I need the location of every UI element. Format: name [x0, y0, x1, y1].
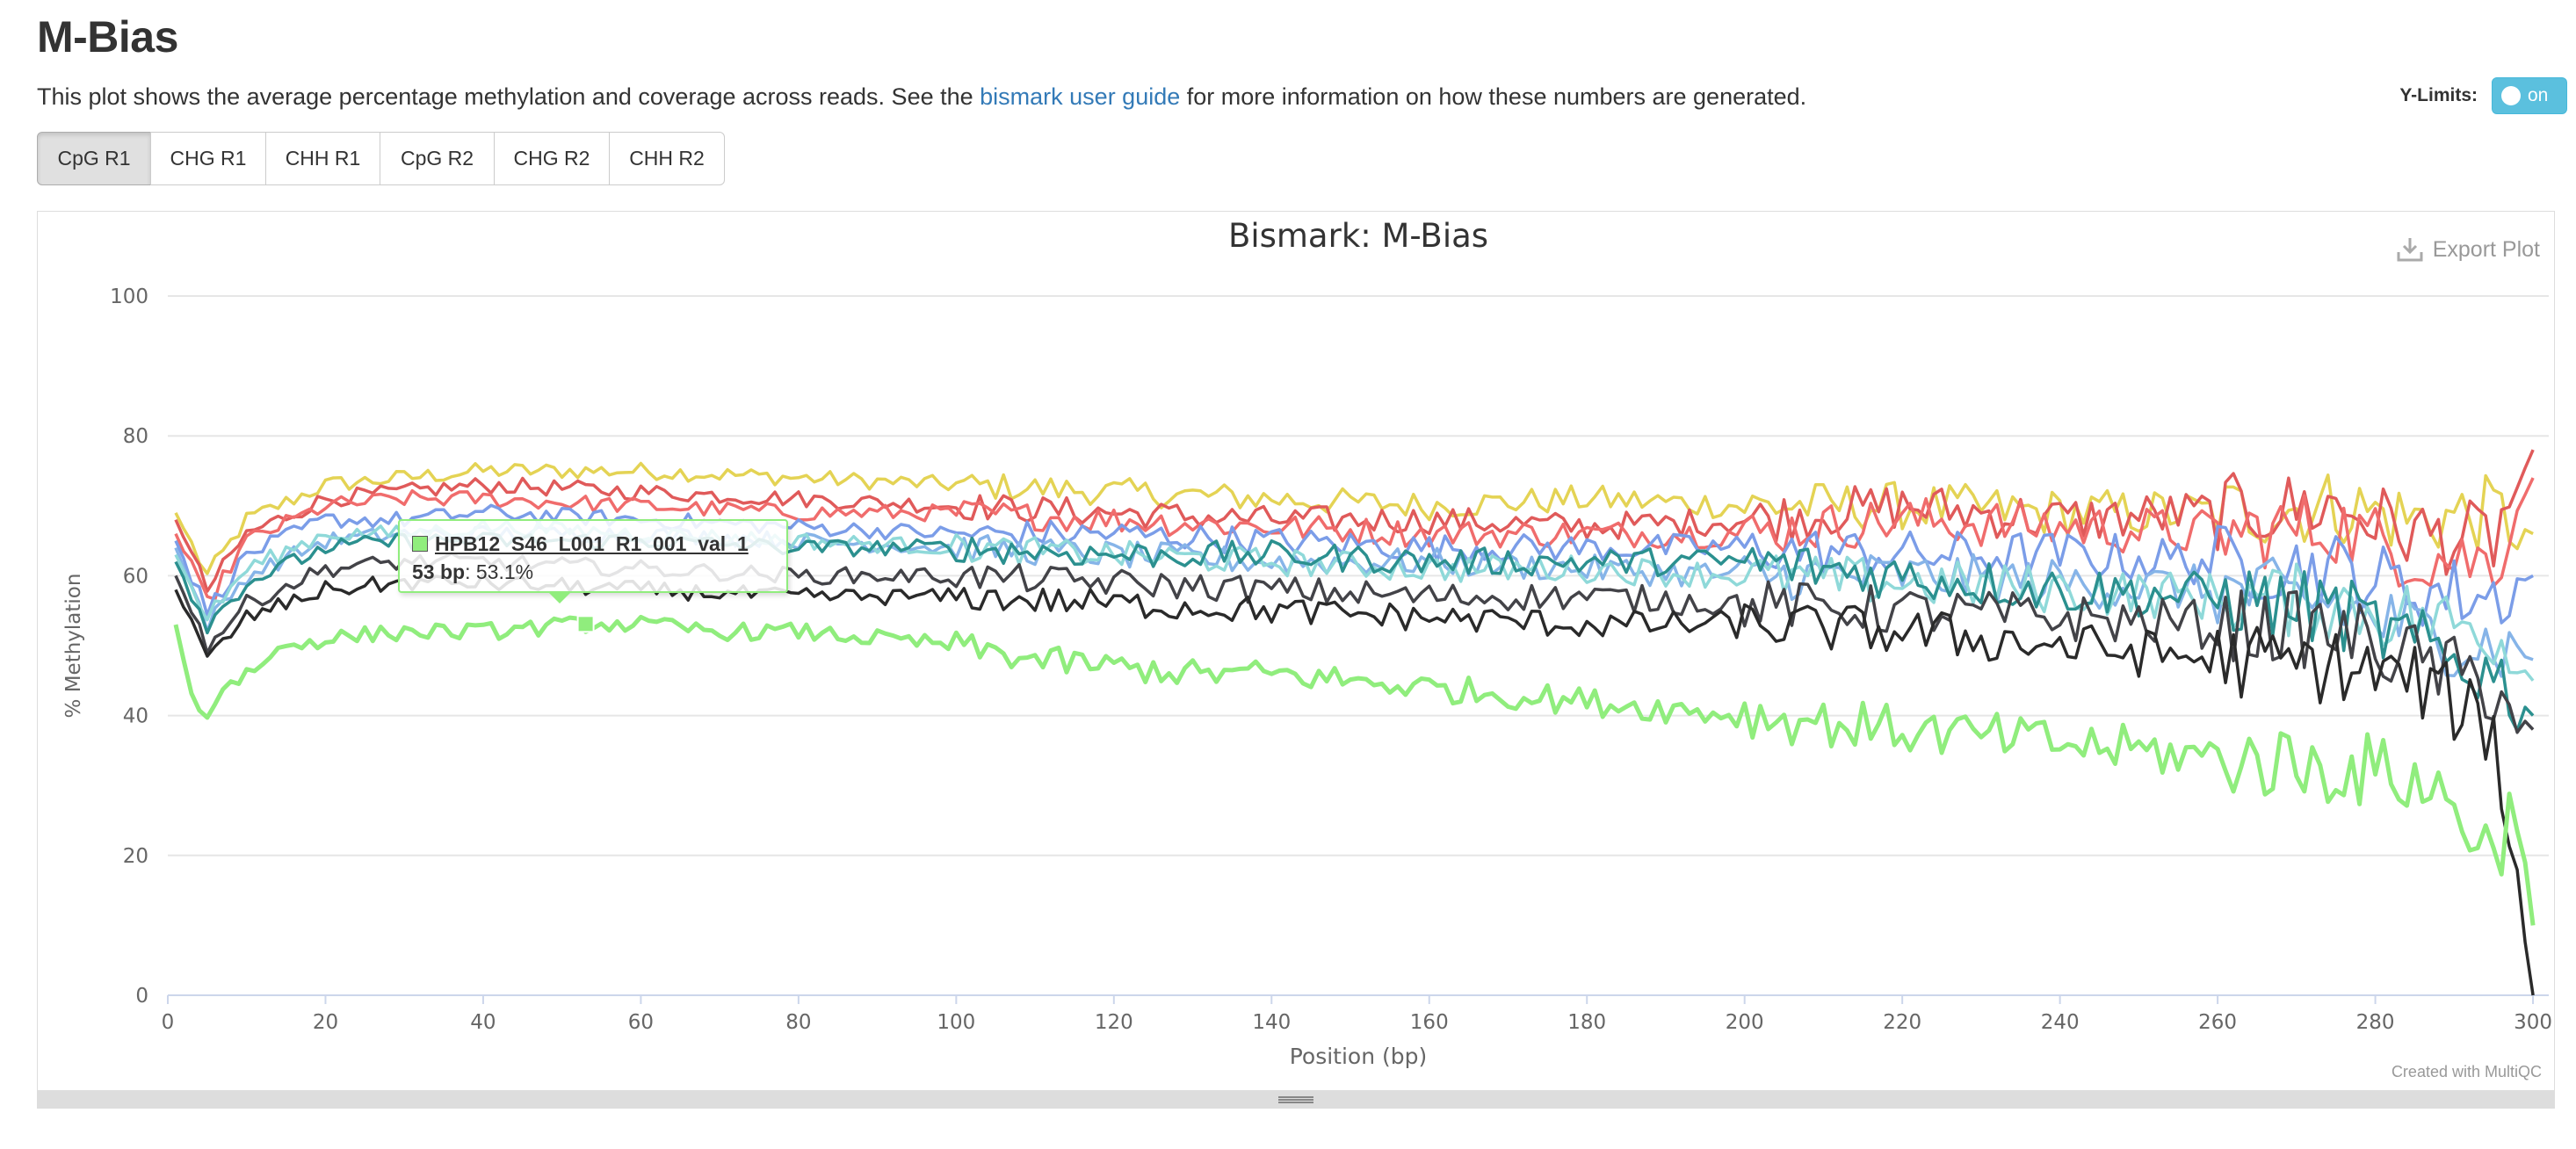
ylimits-label: Y-Limits: — [2399, 85, 2478, 105]
plot-resize-handle[interactable] — [37, 1091, 2555, 1109]
tooltip-value-row: 53 bp: 53.1% — [412, 558, 774, 586]
ylimits-control: Y-Limits: on — [2399, 77, 2567, 114]
x-tick-label-300: 300 — [2514, 1011, 2552, 1034]
resize-grip-icon — [1278, 1096, 1313, 1103]
context-tab-group: CpG R1 CHG R1 CHH R1 CpG R2 CHG R2 CHH R… — [37, 132, 725, 185]
export-plot-label: Export Plot — [2432, 236, 2540, 262]
x-tick-label-180: 180 — [1567, 1011, 1606, 1034]
tab-chg-r2[interactable]: CHG R2 — [494, 132, 610, 185]
tooltip-x-value: 53 bp — [412, 560, 466, 583]
export-plot-button[interactable]: Export Plot — [2396, 236, 2540, 263]
ylimits-toggle[interactable]: on — [2492, 77, 2567, 114]
section-description: This plot shows the average percentage m… — [37, 79, 1806, 114]
tooltip-y-value: : 53.1% — [465, 560, 534, 583]
tooltip-series-row: HPB12_S46_L001_R1_001_val_1 — [412, 530, 774, 558]
description-text-after: for more information on how these number… — [1180, 83, 1807, 110]
toggle-label: on — [2528, 85, 2549, 105]
series-line-3 — [174, 477, 2535, 601]
y-tick-label-100: 100 — [110, 285, 148, 308]
description-text-before: This plot shows the average percentage m… — [37, 83, 980, 110]
y-axis-title: % Methylation — [62, 574, 85, 719]
x-tick-label-200: 200 — [1726, 1011, 1764, 1034]
y-tick-label-40: 40 — [123, 705, 148, 728]
highlighted-data-point — [576, 615, 595, 633]
x-tick-label-0: 0 — [162, 1011, 175, 1034]
mbias-chart: Bismark: M-Bias 0 20 40 60 80 100 0 20 40 60 80 100 1… — [62, 217, 2552, 1069]
plot-panel: Bismark: M-Bias 0 20 40 60 80 100 0 20 40 60 80 100 1… — [37, 211, 2555, 1091]
y-tick-label-60: 60 — [123, 565, 148, 588]
tab-chg-r1[interactable]: CHG R1 — [150, 132, 266, 185]
download-icon — [2397, 238, 2423, 262]
tab-chh-r1[interactable]: CHH R1 — [265, 132, 380, 185]
y-tick-label-80: 80 — [123, 425, 148, 448]
x-tick-label-100: 100 — [937, 1011, 975, 1034]
toggle-knob-icon — [2501, 86, 2521, 105]
series-line-2 — [174, 449, 2535, 593]
x-tick-label-80: 80 — [785, 1011, 811, 1034]
tab-cpg-r2[interactable]: CpG R2 — [380, 132, 495, 185]
x-axis-title: Position (bp) — [1290, 1044, 1428, 1069]
x-tick-label-220: 220 — [1883, 1011, 1921, 1034]
series-line-10 — [173, 614, 2536, 926]
y-tick-label-20: 20 — [123, 845, 148, 868]
x-tick-label-20: 20 — [313, 1011, 338, 1034]
tab-cpg-r1[interactable]: CpG R1 — [37, 132, 151, 185]
x-tick-label-280: 280 — [2356, 1011, 2395, 1034]
series-line-9 — [174, 573, 2535, 996]
multiqc-credit: Created with MultiQC — [2391, 1063, 2542, 1080]
chart-title: Bismark: M-Bias — [1228, 217, 1488, 255]
x-tick-label-160: 160 — [1410, 1011, 1449, 1034]
chart-tooltip: HPB12_S46_L001_R1_001_val_1 53 bp: 53.1% — [398, 519, 788, 603]
x-tick-label-140: 140 — [1252, 1011, 1291, 1034]
x-tick-label-120: 120 — [1095, 1011, 1133, 1034]
x-tick-label-40: 40 — [470, 1011, 496, 1034]
tooltip-pointer — [549, 593, 570, 603]
y-tick-label-0: 0 — [135, 985, 148, 1008]
bismark-user-guide-link[interactable]: bismark user guide — [980, 83, 1181, 110]
tooltip-series-swatch — [412, 536, 428, 552]
section-title: M-Bias — [37, 12, 178, 61]
x-tick-label-260: 260 — [2198, 1011, 2237, 1034]
series-line-4 — [174, 503, 2534, 627]
x-tick-label-240: 240 — [2041, 1011, 2080, 1034]
tab-chh-r2[interactable]: CHH R2 — [609, 132, 725, 185]
x-tick-label-60: 60 — [628, 1011, 654, 1034]
tooltip-series-name: HPB12_S46_L001_R1_001_val_1 — [435, 532, 749, 555]
